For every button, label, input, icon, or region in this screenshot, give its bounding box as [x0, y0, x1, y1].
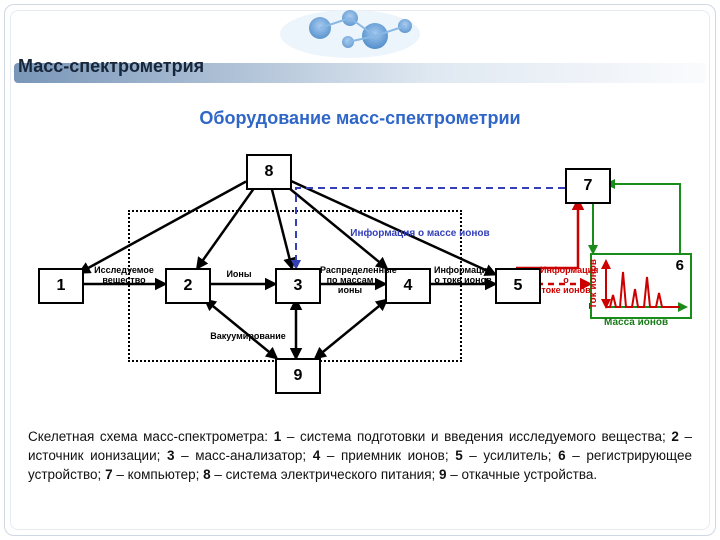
edge-label: Информация отоке ионов: [540, 266, 592, 296]
edge-label: Распределенныепо массам ионы: [320, 266, 380, 296]
edge-label: Вакуумирование: [198, 332, 298, 342]
node-9: 9: [275, 358, 321, 394]
title-bar: Масс-спектрометрия: [14, 58, 706, 88]
node-3: 3: [275, 268, 321, 304]
page-title: Масс-спектрометрия: [18, 56, 204, 77]
node-8: 8: [246, 154, 292, 190]
chart-box: 6: [590, 253, 692, 319]
edge-label: Ионы: [214, 270, 264, 280]
subtitle: Оборудование масс-спектрометрии: [0, 108, 720, 129]
chart-xlabel: Масса ионов: [604, 317, 668, 328]
node-1: 1: [38, 268, 84, 304]
chart-num-label: 6: [676, 257, 684, 274]
diagram-canvas: 123457896Ток ионовМасса ионовИсследуемое…: [20, 138, 700, 418]
edge-label: Информация о массе ионов: [320, 228, 520, 239]
edge-label: Информацияо токе ионов: [434, 266, 492, 286]
edge-label: Исследуемоевещество: [86, 266, 162, 286]
node-5: 5: [495, 268, 541, 304]
caption-text: Скелетная схема масс-спектрометра: 1 – с…: [28, 428, 692, 485]
node-2: 2: [165, 268, 211, 304]
node-7: 7: [565, 168, 611, 204]
header-decor: [0, 0, 720, 56]
